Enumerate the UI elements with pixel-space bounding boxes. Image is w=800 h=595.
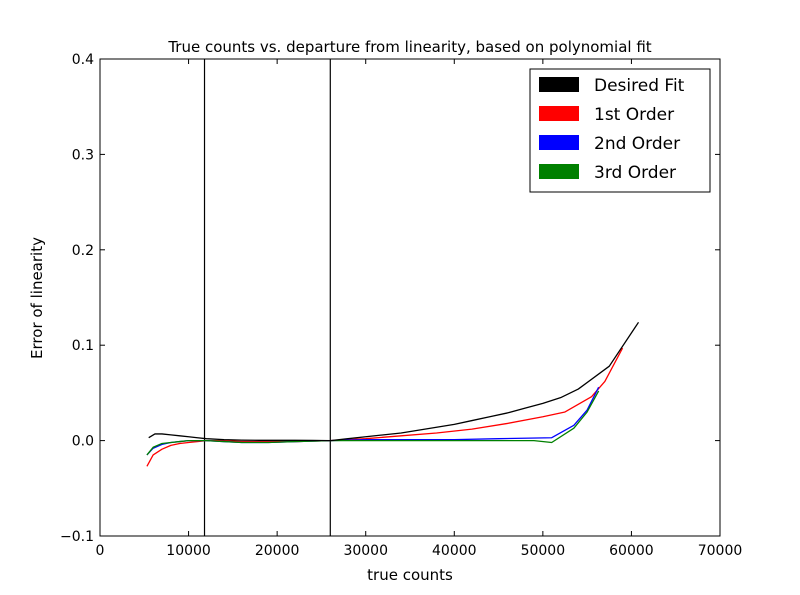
series-lines bbox=[146, 321, 640, 467]
vertical-lines bbox=[203, 59, 331, 536]
legend-swatch bbox=[539, 77, 579, 92]
series-line-4 bbox=[146, 390, 600, 456]
legend-label: 3rd Order bbox=[594, 163, 676, 183]
y-axis-label: Error of linearity bbox=[28, 237, 46, 359]
x-axis-label: true counts bbox=[367, 566, 453, 584]
x-tick-label: 40000 bbox=[432, 543, 477, 559]
legend-label: 2nd Order bbox=[594, 134, 680, 154]
series-line-2 bbox=[146, 347, 624, 467]
x-tick-label: 20000 bbox=[255, 543, 300, 559]
y-tick-label: 0.3 bbox=[72, 147, 94, 163]
legend-swatch bbox=[539, 164, 579, 179]
y-axis: −0.1 0.0 0.1 0.2 0.3 0.4 bbox=[60, 52, 720, 545]
chart-title: True counts vs. departure from linearity… bbox=[167, 38, 651, 56]
legend-swatch bbox=[539, 106, 579, 121]
x-tick-label: 60000 bbox=[609, 543, 654, 559]
x-axis: 0 10000 20000 30000 40000 50000 60000 70000 bbox=[96, 59, 743, 559]
series-line-1 bbox=[148, 321, 640, 442]
y-tick-label: 0.1 bbox=[72, 338, 94, 354]
x-tick-label: 70000 bbox=[698, 543, 743, 559]
legend-label: 1st Order bbox=[594, 105, 674, 125]
x-tick-label: 50000 bbox=[521, 543, 566, 559]
legend-label: Desired Fit bbox=[594, 76, 685, 96]
y-tick-label: 0.4 bbox=[72, 52, 94, 68]
series-line-3 bbox=[146, 386, 600, 456]
legend: Desired Fit 1st Order 2nd Order 3rd Order bbox=[529, 68, 711, 193]
x-tick-label: 0 bbox=[96, 543, 105, 559]
y-tick-label: 0.0 bbox=[72, 434, 94, 450]
x-tick-label: 30000 bbox=[343, 543, 388, 559]
legend-swatch bbox=[539, 135, 579, 150]
plot-area-frame bbox=[99, 58, 721, 537]
y-tick-label: 0.2 bbox=[72, 243, 94, 259]
y-tick-label: −0.1 bbox=[60, 529, 94, 545]
x-tick-label: 10000 bbox=[166, 543, 211, 559]
